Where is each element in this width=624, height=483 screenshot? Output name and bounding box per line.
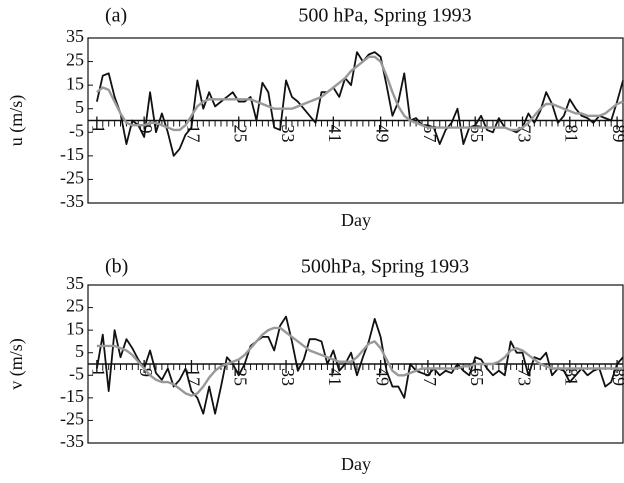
y-tick-label: -15 bbox=[60, 386, 84, 406]
x-tick-label: 49 bbox=[372, 125, 392, 143]
x-tick-label: 25 bbox=[231, 125, 251, 143]
x-tick-label: 41 bbox=[325, 125, 345, 143]
y-tick-label: 15 bbox=[66, 318, 84, 338]
y-tick-label: -35 bbox=[60, 191, 84, 211]
x-tick-label: 57 bbox=[420, 368, 440, 386]
y-axis-label: u (m/s) bbox=[6, 95, 27, 147]
y-tick-label: 25 bbox=[66, 296, 84, 316]
y-tick-label: -25 bbox=[60, 168, 84, 188]
x-tick-label: 65 bbox=[467, 125, 487, 143]
y-tick-label: -5 bbox=[69, 363, 84, 383]
x-tick-label: 17 bbox=[183, 125, 203, 143]
panel-label: (a) bbox=[105, 5, 127, 27]
x-tick-label: 81 bbox=[562, 125, 582, 143]
chart-title: 500hPa, Spring 1993 bbox=[301, 256, 469, 278]
y-tick-label: -25 bbox=[60, 409, 84, 429]
y-tick-label: 5 bbox=[75, 341, 84, 361]
y-tick-label: -35 bbox=[60, 431, 84, 451]
data-line bbox=[95, 315, 624, 415]
x-tick-label: 25 bbox=[231, 368, 251, 386]
x-tick-label: 89 bbox=[609, 368, 624, 386]
y-tick-label: 35 bbox=[66, 273, 84, 293]
x-axis-label: Day bbox=[341, 210, 371, 230]
x-tick-label: 81 bbox=[562, 368, 582, 386]
x-tick-label: 1 bbox=[89, 125, 109, 134]
x-tick-label: 41 bbox=[325, 368, 345, 386]
data-line bbox=[96, 326, 623, 397]
y-axis-label: v (m/s) bbox=[6, 338, 27, 390]
x-tick-label: 73 bbox=[514, 368, 534, 386]
y-tick-label: 25 bbox=[66, 50, 84, 70]
y-tick-label: 5 bbox=[75, 97, 84, 117]
y-tick-label: 35 bbox=[66, 26, 84, 46]
data-line bbox=[95, 51, 624, 157]
x-tick-label: 65 bbox=[467, 368, 487, 386]
data-line bbox=[96, 55, 624, 132]
x-tick-label: 33 bbox=[278, 368, 298, 386]
chart-title: 500 hPa, Spring 1993 bbox=[298, 5, 471, 27]
x-tick-label: 89 bbox=[609, 125, 624, 143]
x-tick-label: 1 bbox=[89, 368, 109, 377]
y-tick-label: -15 bbox=[60, 144, 84, 164]
x-axis-label: Day bbox=[341, 454, 371, 474]
x-tick-label: 9 bbox=[136, 368, 156, 377]
y-tick-label: 15 bbox=[66, 73, 84, 93]
panel: (a) 500 hPa, Spring 1993 u (m/s) Day 35 25 15 5… bbox=[6, 5, 624, 231]
x-tick-label: 33 bbox=[278, 125, 298, 143]
panel-label: (b) bbox=[105, 256, 128, 278]
y-tick-label: -5 bbox=[69, 120, 84, 140]
